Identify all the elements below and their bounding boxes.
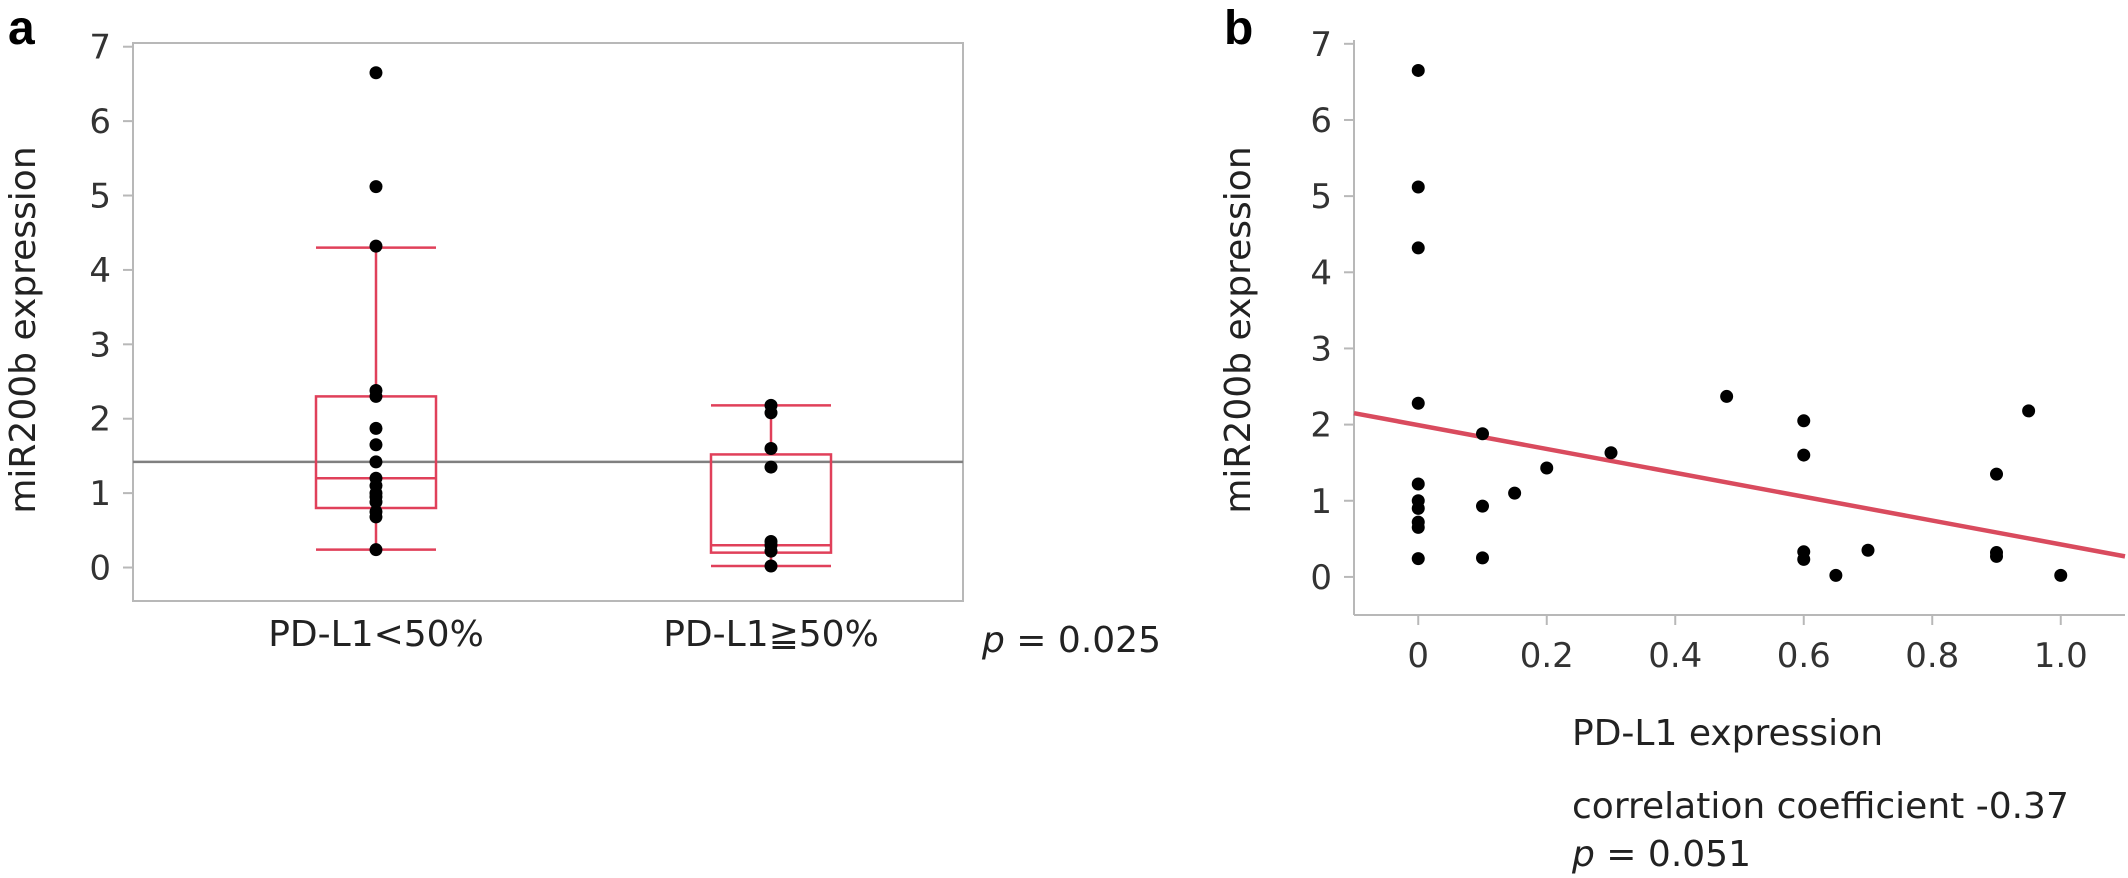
panel-b-p-value: p = 0.051 [1571, 834, 1751, 875]
data-point [369, 239, 383, 253]
data-point [1411, 477, 1425, 491]
panel-a-axes: 0 1 2 3 4 5 6 7 PD-L1<50% PD-L1≧50% [89, 28, 964, 655]
panel-b-y-tick-label: 2 [1310, 406, 1332, 446]
panel-b-label: b [1224, 2, 1253, 55]
data-point [1476, 499, 1489, 513]
panel-a-y-tick-label: 5 [89, 177, 111, 217]
panel-a-y-axis-label: miR200b expression [3, 146, 44, 513]
data-point [764, 544, 778, 558]
data-point [369, 180, 383, 194]
data-point [1411, 396, 1425, 410]
panel-a-category-label: PD-L1<50% [268, 614, 484, 655]
data-point [369, 421, 383, 435]
panel-a-p-value: p = 0.025 [981, 620, 1161, 661]
data-point [764, 460, 778, 474]
panel-b-regression-line [1353, 410, 2126, 559]
data-point [1797, 448, 1811, 462]
panel-a-p-symbol: p [981, 620, 1005, 661]
data-point [369, 510, 383, 524]
panel-a-y-tick-label: 3 [89, 325, 111, 365]
panel-b-x-axis-label: PD-L1 expression [1572, 713, 1883, 754]
data-point [1476, 551, 1489, 565]
panel-b-y-tick-label: 6 [1310, 101, 1332, 141]
data-point [369, 495, 383, 509]
panel-b-y-tick-label: 3 [1310, 329, 1332, 369]
panel-b-p-symbol: p [1571, 834, 1595, 875]
data-point [1797, 552, 1811, 566]
data-point [369, 543, 383, 557]
panel-b-y-tick-label: 5 [1310, 177, 1332, 217]
data-point [764, 559, 778, 573]
panel-b-correlation-annotation: correlation coefficient -0.37 [1572, 786, 2069, 827]
panel-b-x-tick-label: 0.8 [1905, 636, 1959, 676]
data-point [1604, 446, 1618, 460]
panel-a-y-tick-label: 1 [89, 474, 111, 514]
data-point [1411, 180, 1425, 194]
data-point [1411, 520, 1425, 534]
data-point [1990, 549, 2003, 563]
panel-a-y-tick-label: 0 [89, 549, 111, 589]
panel-b-x-tick-label: 0.4 [1648, 636, 1702, 676]
data-point [369, 438, 383, 452]
data-point [1411, 241, 1425, 255]
data-point [764, 406, 778, 420]
data-point [1411, 501, 1425, 515]
data-point [1829, 568, 1843, 582]
panel-a-y-tick-label: 2 [89, 400, 111, 440]
data-point [1411, 552, 1425, 566]
panel-b-y-tick-label: 0 [1310, 558, 1332, 598]
panel-b-p-number: = 0.051 [1595, 834, 1751, 875]
data-point [764, 441, 778, 455]
data-point [2022, 404, 2036, 418]
data-point [1508, 486, 1522, 500]
panel-a: a 0 1 2 3 4 5 6 7 PD-L1<50% PD-L1≧50% miR200b exp… [3, 2, 1161, 661]
panel-a-y-tick-label: 4 [89, 251, 111, 291]
panel-a-label: a [8, 2, 35, 55]
panel-b: b 0 1 2 3 4 5 6 7 0 0.2 0.4 0.6 0.8 1.0 miR200b expre… [1218, 2, 2126, 875]
panel-b-axes: 0 1 2 3 4 5 6 7 0 0.2 0.4 0.6 0.8 1.0 [1310, 25, 2126, 676]
data-point [1540, 461, 1554, 475]
panel-b-x-tick-label: 0.6 [1777, 636, 1831, 676]
data-point [369, 455, 383, 469]
data-point [1476, 427, 1489, 441]
panel-a-category-label: PD-L1≧50% [663, 614, 879, 655]
panel-a-y-tick-label: 6 [89, 102, 111, 142]
panel-a-plot-frame [132, 42, 964, 602]
panel-b-y-tick-label: 1 [1310, 482, 1332, 522]
panel-a-y-tick-label: 7 [89, 28, 111, 68]
data-point [1720, 389, 1734, 403]
data-point [369, 389, 383, 403]
panel-b-y-tick-label: 4 [1310, 253, 1332, 293]
data-point [1797, 414, 1811, 428]
data-point [369, 66, 383, 80]
data-point [1990, 467, 2003, 481]
panel-b-y-tick-label: 7 [1310, 25, 1332, 65]
data-point [1861, 543, 1875, 557]
data-point [2054, 568, 2068, 582]
panel-a-p-number: = 0.025 [1005, 620, 1161, 661]
panel-b-y-axis-label: miR200b expression [1218, 146, 1259, 513]
data-point [1411, 63, 1425, 77]
panel-b-x-tick-label: 0.2 [1520, 636, 1574, 676]
panel-b-x-tick-label: 0 [1407, 636, 1429, 676]
panel-b-x-tick-label: 1.0 [2034, 636, 2088, 676]
